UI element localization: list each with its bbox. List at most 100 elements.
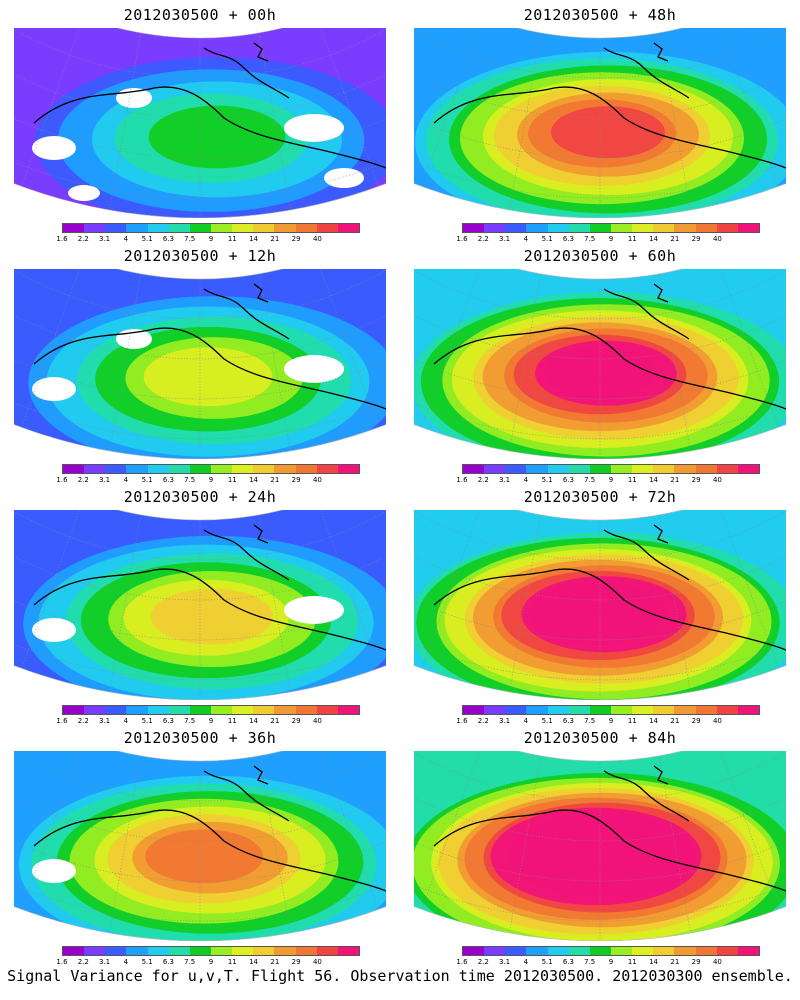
color-swatch: [337, 465, 359, 473]
variance-map: [414, 269, 786, 459]
color-scale-tick-label: 21: [670, 476, 680, 484]
color-swatch: [168, 224, 190, 232]
color-swatch: [716, 706, 738, 714]
map-panel: 2012030500 + 60h 1.6 2.2 3.1 4 5.1 6.3 7.5 9 11 14…: [400, 241, 800, 484]
color-scale-tick-label: 5.1: [141, 476, 153, 484]
color-swatch: [84, 947, 106, 955]
color-swatch: [463, 465, 485, 473]
color-scale-tick-label: 7.5: [184, 717, 196, 725]
color-swatch: [716, 224, 738, 232]
color-swatch: [337, 224, 359, 232]
color-scale-tick-label: 14: [649, 717, 659, 725]
color-scale-tick-label: 5.1: [541, 235, 553, 243]
color-swatch: [63, 224, 85, 232]
color-scale-tick-label: 21: [270, 958, 280, 966]
color-scale-tick-label: 2.2: [477, 958, 489, 966]
color-scale-tick-label: 4: [523, 717, 529, 725]
color-scale-tick-label: 40: [312, 235, 322, 243]
color-scale-tick-label: 6.3: [162, 476, 174, 484]
color-swatch: [316, 947, 338, 955]
color-scale-tick-label: 3.1: [98, 717, 111, 725]
color-scale-tick-label: 9: [208, 958, 214, 966]
color-swatch: [674, 947, 696, 955]
color-swatch: [737, 706, 759, 714]
color-scale-tick-label: 2.2: [477, 476, 489, 484]
map-panel: 2012030500 + 00h 1.6 2.2 3.1 4 5.1 6.3 7.5 9 11 14…: [0, 0, 400, 243]
color-swatch: [274, 706, 296, 714]
color-scale-labels: 1.6 2.2 3.1 4 5.1 6.3 7.5 9 11 14 21 29 40: [56, 717, 360, 727]
color-scale-tick-label: 29: [691, 476, 701, 484]
color-scale-bar: [62, 705, 360, 715]
color-scale-tick-label: 14: [249, 476, 259, 484]
color-swatch: [126, 465, 148, 473]
color-swatch: [189, 465, 211, 473]
color-scale-tick-label: 29: [691, 958, 701, 966]
color-swatch: [189, 706, 211, 714]
color-swatch: [105, 947, 127, 955]
color-swatch: [84, 465, 106, 473]
color-swatch: [63, 465, 85, 473]
variance-map: [14, 28, 386, 218]
color-scale-bar: [462, 464, 760, 474]
color-swatch: [210, 706, 233, 714]
color-scale-tick-label: 5.1: [541, 476, 553, 484]
color-scale-tick-label: 11: [227, 717, 237, 725]
color-scale-tick-label: 29: [291, 476, 301, 484]
color-swatch: [253, 947, 275, 955]
figure-caption: Signal Variance for u,v,T. Flight 56. Ob…: [7, 967, 793, 985]
color-swatch: [695, 706, 717, 714]
color-scale-tick-label: 14: [649, 476, 659, 484]
color-scale-tick-label: 1.6: [456, 235, 468, 243]
color-scale-tick-label: 1.6: [456, 476, 468, 484]
color-scale-bar: [462, 705, 760, 715]
color-scale-tick-label: 9: [608, 717, 614, 725]
color-scale-tick-label: 1.6: [56, 476, 68, 484]
color-swatch: [274, 224, 296, 232]
color-swatch: [526, 947, 548, 955]
color-swatch: [126, 706, 148, 714]
color-scale-tick-label: 6.3: [162, 958, 174, 966]
color-swatch: [274, 465, 296, 473]
panel-title: 2012030500 + 72h: [523, 488, 677, 506]
color-swatch: [610, 706, 633, 714]
color-scale-tick-label: 14: [249, 235, 259, 243]
color-scale-tick-label: 40: [712, 476, 722, 484]
color-swatch: [147, 706, 169, 714]
color-scale-tick-label: 6.3: [562, 717, 574, 725]
color-swatch: [568, 947, 590, 955]
color-swatch: [737, 465, 759, 473]
color-scale-tick-label: 6.3: [162, 235, 174, 243]
color-scale-tick-label: 2.2: [77, 717, 89, 725]
color-scale-tick-label: 11: [627, 235, 637, 243]
color-swatch: [463, 706, 485, 714]
color-scale-tick-label: 11: [227, 958, 237, 966]
color-scale-tick-label: 9: [608, 958, 614, 966]
color-scale-tick-label: 14: [649, 958, 659, 966]
color-swatch: [484, 465, 506, 473]
color-scale-tick-label: 14: [249, 717, 259, 725]
color-scale-tick-label: 40: [712, 958, 722, 966]
color-swatch: [484, 224, 506, 232]
color-scale-tick-label: 9: [608, 476, 614, 484]
color-scale-tick-label: 1.6: [56, 235, 68, 243]
color-scale-tick-label: 29: [291, 958, 301, 966]
color-swatch: [463, 224, 485, 232]
color-scale-tick-label: 11: [227, 235, 237, 243]
color-swatch: [610, 465, 633, 473]
color-scale-tick-label: 5.1: [141, 235, 153, 243]
color-swatch: [547, 224, 569, 232]
color-swatch: [63, 947, 85, 955]
color-swatch: [105, 224, 127, 232]
color-scale-labels: 1.6 2.2 3.1 4 5.1 6.3 7.5 9 11 14 21 29 40: [56, 958, 360, 968]
color-scale-tick-label: 14: [249, 958, 259, 966]
color-swatch: [505, 224, 527, 232]
color-scale-bar: [62, 946, 360, 956]
color-swatch: [168, 947, 190, 955]
color-scale-tick-label: 3.1: [498, 958, 511, 966]
color-swatch: [695, 224, 717, 232]
color-swatch: [295, 947, 317, 955]
color-swatch: [547, 465, 569, 473]
color-scale-tick-label: 21: [670, 717, 680, 725]
color-scale-tick-label: 40: [712, 717, 722, 725]
color-scale-tick-label: 3.1: [498, 717, 511, 725]
